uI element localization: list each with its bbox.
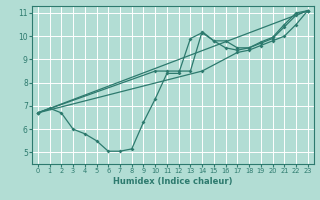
X-axis label: Humidex (Indice chaleur): Humidex (Indice chaleur) xyxy=(113,177,233,186)
